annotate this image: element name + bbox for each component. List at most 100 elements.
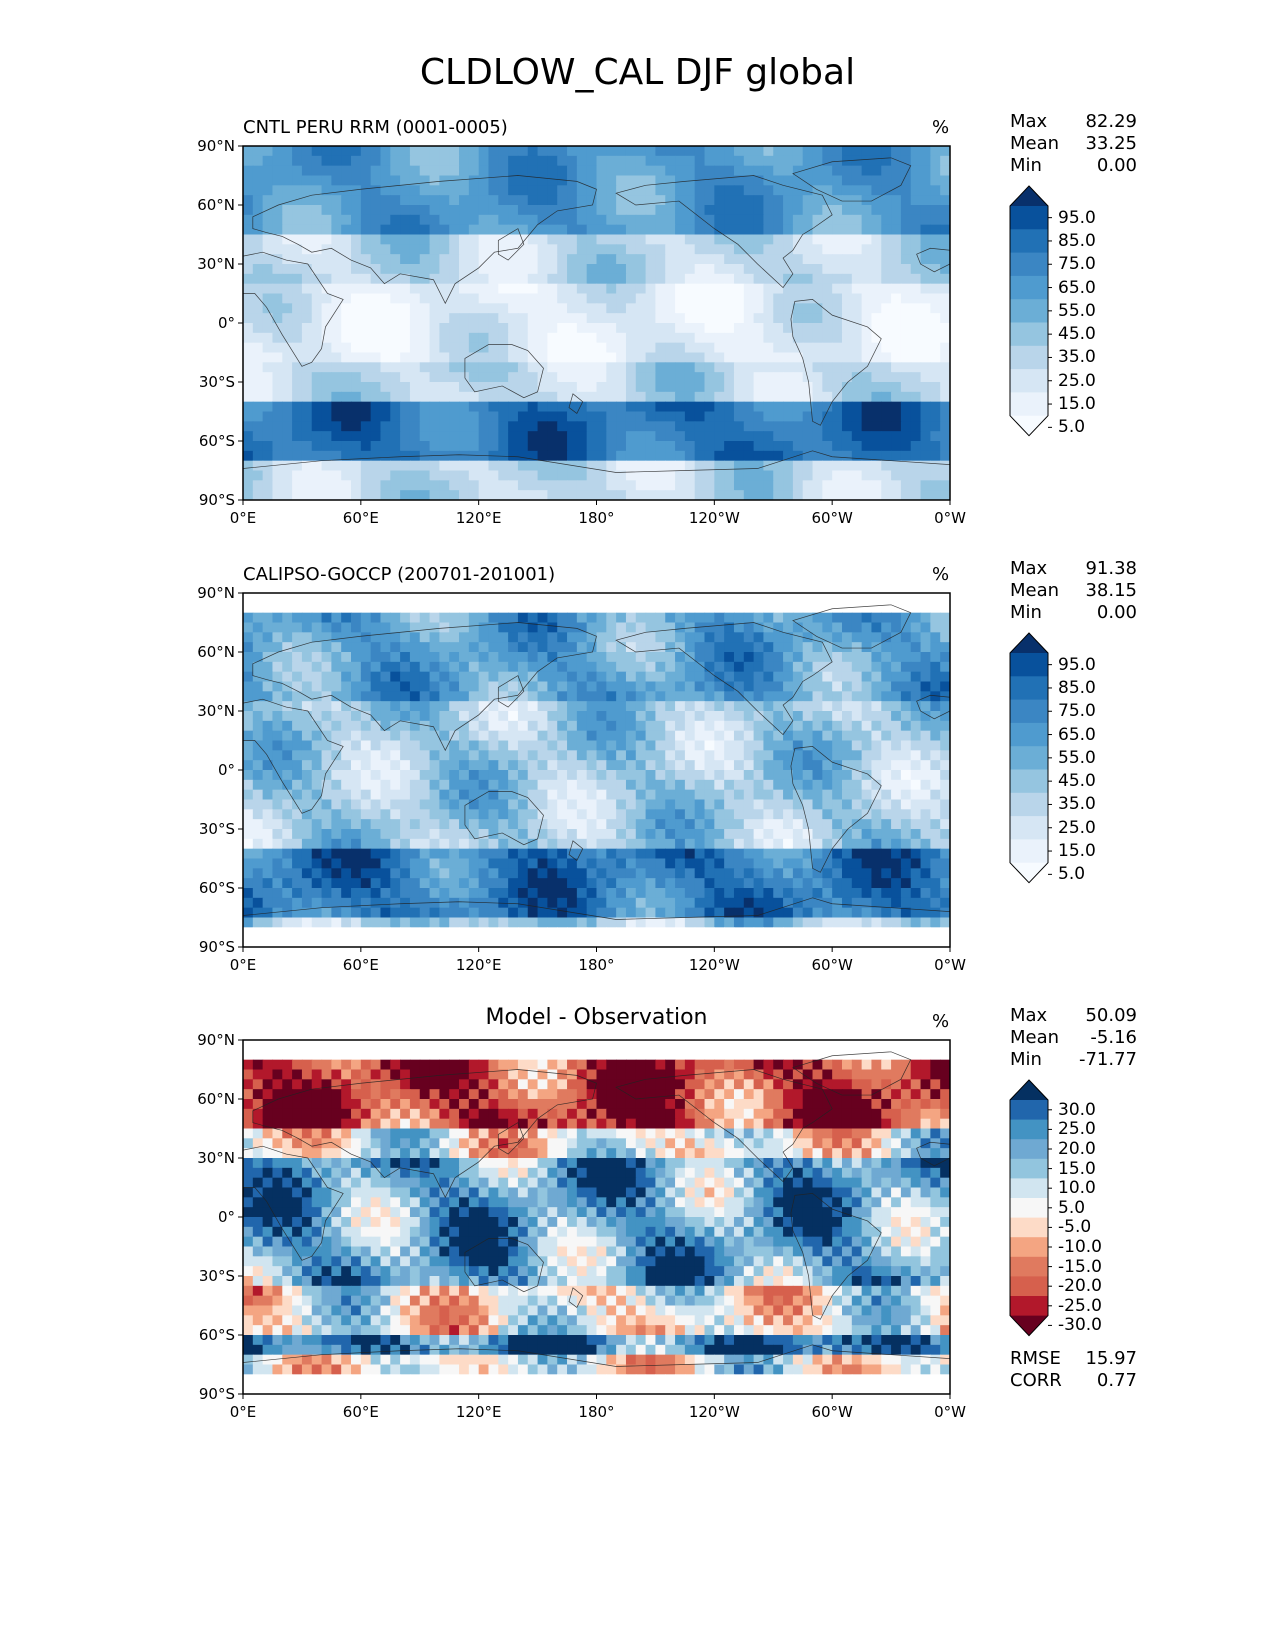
stat-name: Min bbox=[1010, 1049, 1042, 1070]
colorbar-tick-label: 55.0 bbox=[1058, 747, 1096, 768]
lat-tick-label: 60°N bbox=[197, 1090, 235, 1108]
lat-tick-label: 90°S bbox=[198, 938, 235, 956]
stat-row: Min 0.00 bbox=[1010, 602, 1137, 624]
lon-tick-label: 0°E bbox=[229, 509, 257, 527]
error-stats-box: RMSE 15.97 CORR 0.77 bbox=[1010, 1348, 1137, 1392]
lon-tick-label: 0°E bbox=[229, 1403, 257, 1421]
stat-row: Max 50.09 bbox=[1010, 1005, 1137, 1027]
stat-row: Mean 38.15 bbox=[1010, 580, 1137, 602]
lat-tick-label: 90°S bbox=[198, 491, 235, 509]
stat-name: Max bbox=[1010, 111, 1048, 132]
lat-tick-label: 90°N bbox=[197, 137, 235, 155]
map-panel-3 bbox=[238, 1039, 951, 1399]
stats-box: Max 91.38 Mean 38.15 Min 0.00 bbox=[1010, 558, 1137, 624]
stat-value: 38.15 bbox=[1085, 580, 1137, 601]
colorbar-tick-label: 20.0 bbox=[1058, 1139, 1096, 1159]
stat-value: 50.09 bbox=[1085, 1005, 1137, 1026]
lat-tick-label: 30°S bbox=[198, 373, 235, 391]
stat-row: Min -71.77 bbox=[1010, 1049, 1137, 1071]
colorbar-tick-label: 85.0 bbox=[1058, 677, 1096, 698]
lat-tick-label: 60°N bbox=[197, 643, 235, 661]
lon-tick-label: 120°E bbox=[455, 956, 502, 974]
lon-tick-label: 120°E bbox=[455, 509, 502, 527]
colorbar-tick-label: 25.0 bbox=[1058, 1119, 1096, 1140]
colorbar-tick-label: 15.0 bbox=[1058, 841, 1096, 862]
colorbar-tick-label: 35.0 bbox=[1058, 794, 1096, 815]
stat-value: 82.29 bbox=[1085, 111, 1137, 132]
lat-tick-label: 0° bbox=[217, 1208, 235, 1226]
colorbar-tick-label: -15.0 bbox=[1058, 1256, 1102, 1277]
colorbar-tick-label: 25.0 bbox=[1058, 370, 1096, 391]
colorbar bbox=[1009, 632, 1052, 884]
lat-tick-label: 30°S bbox=[198, 820, 235, 838]
colorbar-tick-label: 15.0 bbox=[1058, 1158, 1096, 1179]
stat-value: 15.97 bbox=[1085, 1347, 1137, 1369]
lon-tick-label: 60°W bbox=[811, 956, 853, 974]
figure-title: CLDLOW_CAL DJF global bbox=[419, 52, 856, 93]
map-panel-1 bbox=[238, 145, 951, 505]
lat-tick-label: 0° bbox=[217, 314, 235, 332]
lon-tick-label: 60°W bbox=[811, 1403, 853, 1421]
colorbar-tick-label: -10.0 bbox=[1058, 1237, 1102, 1257]
stat-row: Mean 33.25 bbox=[1010, 133, 1137, 155]
colorbar-tick-label: 5.0 bbox=[1058, 417, 1086, 438]
colorbar-tick-label: 35.0 bbox=[1058, 347, 1096, 368]
colorbar-tick-label: 95.0 bbox=[1058, 207, 1096, 228]
stat-name: Min bbox=[1010, 602, 1042, 623]
colorbar-tick-label: 10.0 bbox=[1058, 1178, 1096, 1199]
field-shading bbox=[243, 1040, 950, 1394]
lat-tick-label: 60°S bbox=[198, 432, 235, 450]
stat-name: Mean bbox=[1010, 133, 1060, 154]
stat-row: Max 91.38 bbox=[1010, 558, 1137, 580]
stat-name: Max bbox=[1010, 1005, 1048, 1026]
lon-tick-label: 0°E bbox=[229, 956, 257, 974]
coastlines bbox=[243, 604, 950, 947]
unit-label: % bbox=[932, 1011, 950, 1032]
colorbar-tick-label: 15.0 bbox=[1058, 394, 1096, 415]
colorbar-tick-label: 5.0 bbox=[1058, 864, 1086, 885]
colorbar-tick-label: 5.0 bbox=[1058, 1197, 1086, 1218]
colorbar-tick-label: 25.0 bbox=[1058, 817, 1096, 838]
stat-value: 0.77 bbox=[1096, 1369, 1137, 1391]
lat-tick-label: 60°S bbox=[198, 1326, 235, 1344]
panel-title: Model - Observation bbox=[485, 1005, 708, 1030]
stat-row: Min 0.00 bbox=[1010, 155, 1137, 177]
lon-tick-label: 120°E bbox=[455, 1403, 502, 1421]
lat-tick-label: 60°S bbox=[198, 879, 235, 897]
colorbar-tick-label: 65.0 bbox=[1058, 277, 1096, 298]
field-shading bbox=[243, 593, 950, 947]
colorbar-tick-label: -25.0 bbox=[1058, 1295, 1102, 1316]
colorbar bbox=[1009, 1079, 1052, 1337]
lon-tick-label: 60°E bbox=[342, 509, 379, 527]
colorbar-tick-label: 75.0 bbox=[1058, 701, 1096, 722]
colorbar-tick-label: 45.0 bbox=[1058, 771, 1096, 792]
lon-tick-label: 180° bbox=[578, 956, 615, 974]
stats-box: Max 82.29 Mean 33.25 Min 0.00 bbox=[1010, 111, 1137, 177]
colorbar-tick-label: 75.0 bbox=[1058, 254, 1096, 275]
stat-name: RMSE bbox=[1010, 1347, 1061, 1369]
colorbar-tick-label: -5.0 bbox=[1058, 1217, 1092, 1238]
stat-value: 0.00 bbox=[1096, 155, 1137, 176]
colorbar-tick-label: 55.0 bbox=[1058, 300, 1096, 321]
stat-name: Min bbox=[1010, 155, 1042, 176]
lon-tick-label: 0°W bbox=[934, 1403, 966, 1421]
panel-title: CNTL PERU RRM (0001-0005) bbox=[243, 117, 508, 138]
lon-tick-label: 120°W bbox=[688, 956, 740, 974]
stats-box: Max 50.09 Mean -5.16 Min -71.77 bbox=[1010, 1005, 1137, 1071]
colorbar-tick-label: -30.0 bbox=[1058, 1315, 1102, 1336]
colorbar-tick-label: 30.0 bbox=[1058, 1099, 1096, 1120]
field-shading bbox=[243, 146, 950, 500]
stat-value: 33.25 bbox=[1085, 133, 1137, 154]
stat-value: -5.16 bbox=[1090, 1027, 1137, 1048]
stat-name: Mean bbox=[1010, 580, 1060, 601]
stat-row: Max 82.29 bbox=[1010, 111, 1137, 133]
colorbar-tick-label: 65.0 bbox=[1058, 724, 1096, 745]
lat-tick-label: 30°N bbox=[197, 702, 235, 720]
stat-value: -71.77 bbox=[1078, 1049, 1137, 1070]
lon-tick-label: 180° bbox=[578, 509, 615, 527]
stat-value: 91.38 bbox=[1085, 558, 1137, 579]
panel-title: CALIPSO-GOCCP (200701-201001) bbox=[243, 564, 556, 585]
lat-tick-label: 90°N bbox=[197, 1031, 235, 1049]
stat-row: RMSE 15.97 bbox=[1010, 1348, 1137, 1370]
stat-name: CORR bbox=[1010, 1369, 1062, 1391]
